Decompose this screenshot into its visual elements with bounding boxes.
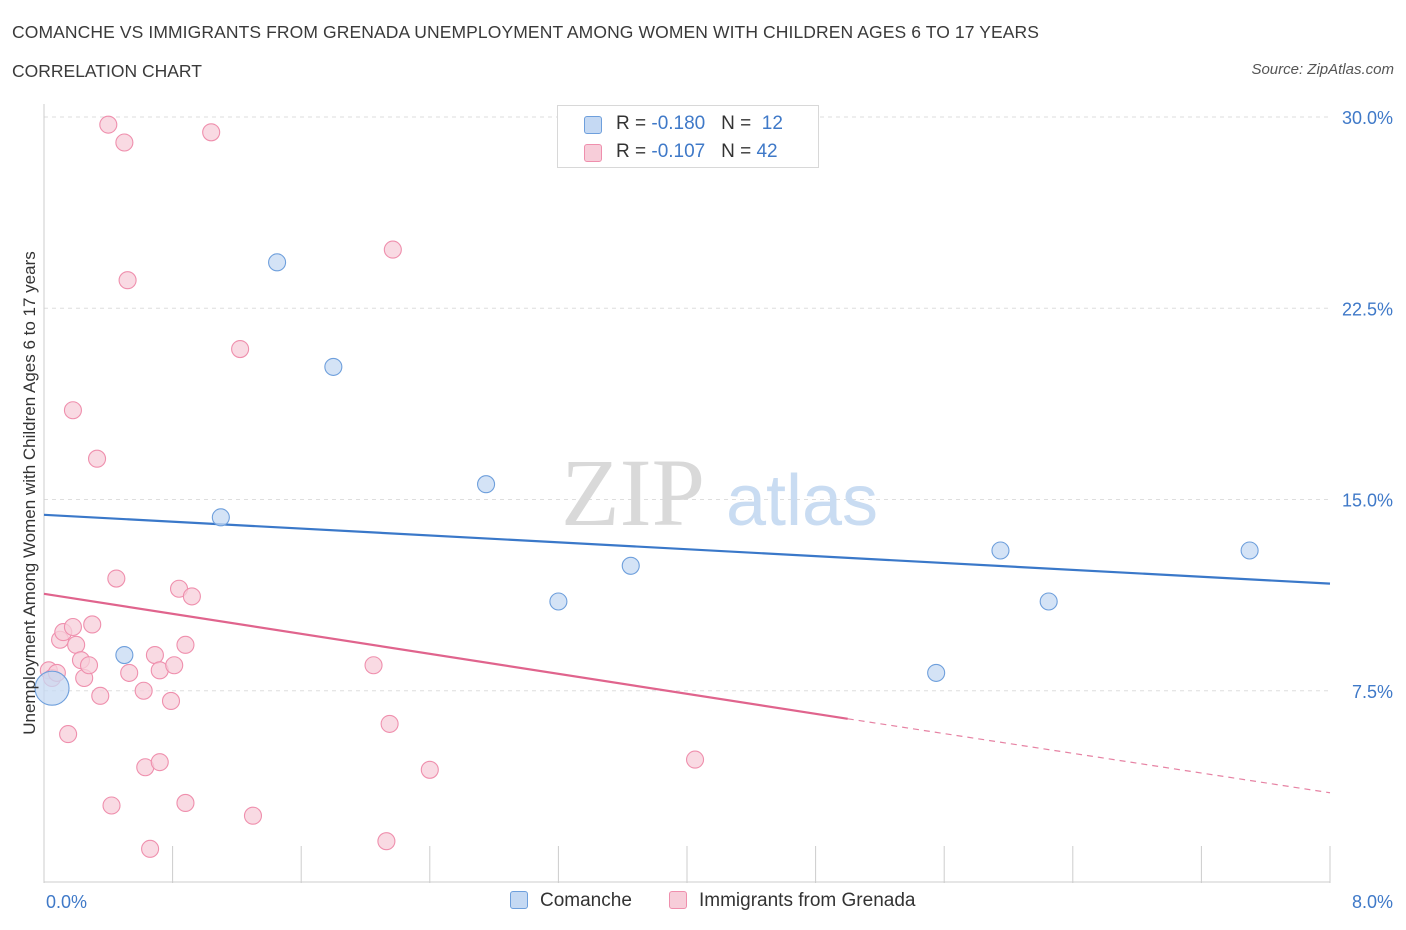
point-grenada-18 <box>115 133 134 152</box>
data-points <box>34 115 1259 858</box>
watermark-zip: ZIP <box>561 439 705 546</box>
trend-line-grenada <box>43 592 848 720</box>
point-grenada-7 <box>63 401 82 420</box>
point-comanche-4 <box>324 357 343 376</box>
point-grenada-40 <box>420 760 439 779</box>
point-comanche-10 <box>1039 592 1058 611</box>
point-grenada-31 <box>176 635 195 654</box>
point-comanche-5 <box>477 475 496 494</box>
point-comanche-2 <box>211 508 230 527</box>
n-value: 12 <box>761 113 783 134</box>
point-grenada-32 <box>182 587 201 606</box>
x-tick-label-1: 8.0% <box>1352 892 1393 912</box>
point-grenada-36 <box>364 656 383 675</box>
axes <box>43 104 1331 883</box>
grid-lines <box>44 116 1330 692</box>
point-comanche-7 <box>621 556 640 575</box>
point-grenada-16 <box>102 796 121 815</box>
r-label: R = <box>616 141 652 162</box>
point-comanche-9 <box>991 541 1010 560</box>
r-value: -0.180 <box>651 113 706 134</box>
point-grenada-11 <box>79 656 99 675</box>
point-grenada-25 <box>150 753 169 772</box>
point-comanche-0 <box>34 670 70 706</box>
point-grenada-28 <box>165 656 184 675</box>
point-comanche-3 <box>268 253 287 272</box>
point-grenada-33 <box>202 123 221 142</box>
comanche-swatch <box>584 116 602 134</box>
legend-item-grenada: Immigrants from Grenada <box>669 890 915 912</box>
point-grenada-39 <box>383 240 402 259</box>
point-grenada-27 <box>161 691 181 711</box>
point-grenada-30 <box>176 793 195 813</box>
point-grenada-21 <box>134 681 153 700</box>
point-grenada-23 <box>141 839 160 858</box>
y-axis-label: Unemployment Among Women with Children A… <box>20 251 39 735</box>
point-comanche-8 <box>927 663 946 682</box>
watermark: ZIP atlas <box>561 439 878 546</box>
trend-line-extension-grenada <box>847 718 1331 794</box>
point-grenada-41 <box>685 750 705 769</box>
trend-lines <box>43 513 1331 794</box>
legend-item-comanche: Comanche <box>510 890 632 912</box>
point-grenada-37 <box>377 832 396 851</box>
n-label: N = <box>721 113 757 134</box>
y-tick-label-1: 15.0% <box>1342 491 1393 511</box>
point-grenada-34 <box>231 339 250 359</box>
x-tick-label-0: 0.0% <box>46 892 87 912</box>
grenada-legend-swatch <box>669 891 687 909</box>
point-comanche-1 <box>115 645 134 665</box>
y-tick-label-2: 22.5% <box>1342 299 1393 319</box>
stats-legend: R = -0.180 N = 12 R = -0.107 N = 42 <box>557 105 819 168</box>
source-label: Source: ZipAtlas.com <box>1251 61 1394 78</box>
y-tick-label-3: 30.0% <box>1342 108 1393 128</box>
chart-subtitle: CORRELATION CHART <box>12 61 202 81</box>
point-grenada-6 <box>63 617 82 637</box>
point-grenada-24 <box>145 645 164 665</box>
legend-label-grenada: Immigrants from Grenada <box>699 890 916 911</box>
point-grenada-17 <box>107 569 126 588</box>
point-comanche-6 <box>549 592 568 611</box>
n-value: 42 <box>756 141 778 162</box>
point-grenada-20 <box>120 663 139 682</box>
r-label: R = <box>616 113 652 134</box>
point-grenada-15 <box>99 115 118 134</box>
y-tick-label-0: 7.5% <box>1352 682 1393 702</box>
tick-labels: 7.5% 15.0% 22.5% 30.0% 0.0% 8.0% <box>46 108 1393 912</box>
n-label: N = <box>721 141 757 162</box>
watermark-atlas: atlas <box>726 461 878 541</box>
point-grenada-13 <box>87 449 107 468</box>
point-grenada-12 <box>83 615 102 634</box>
point-grenada-35 <box>243 806 263 825</box>
r-value: -0.107 <box>651 141 706 162</box>
point-comanche-11 <box>1240 541 1259 560</box>
grenada-swatch <box>584 144 602 162</box>
point-grenada-8 <box>67 635 86 654</box>
point-grenada-14 <box>91 686 110 705</box>
trend-line-comanche <box>43 513 1331 585</box>
point-grenada-38 <box>380 714 399 733</box>
point-grenada-19 <box>118 271 137 290</box>
point-grenada-5 <box>59 725 78 744</box>
legend-label-comanche: Comanche <box>540 890 632 911</box>
comanche-legend-swatch <box>510 891 528 909</box>
chart-title: COMANCHE VS IMMIGRANTS FROM GRENADA UNEM… <box>12 22 1040 42</box>
